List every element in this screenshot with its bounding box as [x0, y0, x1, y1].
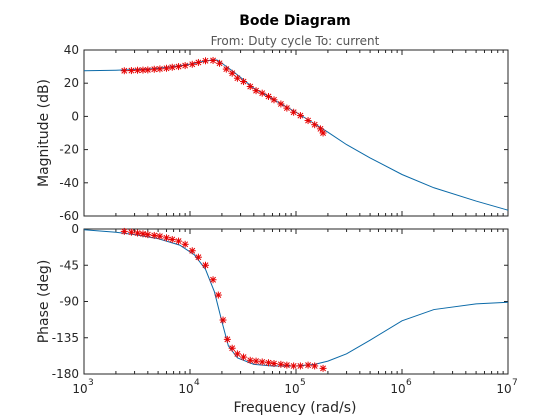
magnitude-measured-point [277, 100, 285, 108]
phase-measured-point [219, 316, 227, 324]
magnitude-measured-point [270, 96, 278, 104]
phase-measured-point [150, 231, 158, 239]
magnitude-measured-point [144, 66, 152, 74]
magnitude-measured-point [201, 57, 209, 65]
magnitude-measured-point [252, 87, 260, 95]
phase-measured-point [252, 357, 260, 365]
magnitude-measured-point [296, 112, 304, 120]
magnitude-measured-point [162, 64, 170, 72]
magnitude-panel: 40 20 0 -20 -40 -60 Magnitude (dB) [36, 43, 509, 223]
phase-measured-point [270, 360, 278, 368]
phase-ytick-label: -45 [59, 258, 79, 272]
phase-ytick-label: 0 [71, 222, 79, 236]
magnitude-measured-point [222, 65, 230, 73]
magnitude-ylabel: Magnitude (dB) [36, 79, 52, 187]
phase-ytick-label: -90 [59, 295, 79, 309]
phase-ytick-label: -135 [52, 331, 79, 345]
chart-subtitle: From: Duty cycle To: current [211, 34, 380, 48]
phase-measured-point [264, 359, 272, 367]
phase-measured-point [209, 276, 217, 284]
magnitude-measured-point [127, 67, 135, 75]
magnitude-measured-point [194, 58, 202, 66]
x-tick-label: 10 [390, 382, 405, 396]
magnitude-measured-point [120, 67, 128, 75]
x-tick-label: 10 [284, 382, 299, 396]
magnitude-measured-point [228, 69, 236, 77]
phase-measured-point [223, 335, 231, 343]
phase-measured-point [214, 291, 222, 299]
magnitude-ytick-label: -20 [59, 143, 79, 157]
phase-measured-point [246, 356, 254, 364]
magnitude-measured-point [175, 63, 183, 71]
phase-ylabel: Phase (deg) [36, 260, 52, 344]
phase-measured-point [156, 232, 164, 240]
magnitude-ytick-label: -60 [59, 209, 79, 223]
magnitude-ytick-label: 20 [64, 76, 79, 90]
magnitude-measured-point [290, 108, 298, 116]
magnitude-measured-point [240, 78, 248, 86]
magnitude-measured-point [216, 59, 224, 67]
magnitude-measured-point [188, 60, 196, 68]
x-tick-exponent: 4 [194, 378, 200, 388]
phase-measured-point [319, 364, 327, 372]
magnitude-measured-point [316, 125, 324, 133]
chart-title: Bode Diagram [239, 13, 351, 29]
phase-measured-point [233, 350, 241, 358]
magnitude-measured-point [304, 117, 312, 125]
magnitude-measured-point [209, 56, 217, 64]
phase-measured-point [258, 358, 266, 366]
phase-measured-point [304, 361, 312, 369]
phase-measured-point [311, 362, 319, 370]
magnitude-measured-point [311, 121, 319, 129]
magnitude-measured-point [283, 104, 291, 112]
phase-measured-series [120, 227, 327, 372]
phase-measured-point [175, 237, 183, 245]
phase-panel: 0 -45 -90 -135 -180 Phase (deg) [36, 222, 509, 381]
x-tick-labels: 10 3 10 4 10 5 10 6 10 7 [72, 378, 517, 396]
x-axis-label: Frequency (rad/s) [234, 400, 357, 416]
phase-measured-point [194, 253, 202, 261]
magnitude-measured-point [319, 129, 327, 137]
phase-measured-point [120, 227, 128, 235]
phase-measured-point [162, 234, 170, 242]
magnitude-axes-box [83, 49, 509, 217]
magnitude-ytick-label: -40 [59, 176, 79, 190]
magnitude-measured-point [258, 89, 266, 97]
phase-measured-point [139, 230, 147, 238]
magnitude-measured-point [181, 62, 189, 70]
x-tick-exponent: 5 [300, 378, 306, 388]
x-tick-exponent: 6 [406, 378, 412, 388]
phase-measured-point [283, 361, 291, 369]
x-tick-label: 10 [72, 382, 87, 396]
x-tick-label: 10 [496, 382, 511, 396]
x-tick-exponent: 7 [512, 378, 518, 388]
phase-measured-point [168, 235, 176, 243]
phase-measured-point [144, 231, 152, 239]
x-tick-exponent: 3 [88, 378, 94, 388]
phase-measured-point [228, 344, 236, 352]
phase-measured-point [188, 247, 196, 255]
magnitude-ytick-label: 0 [71, 109, 79, 123]
magnitude-ytick-label: 40 [64, 43, 79, 57]
magnitude-measured-point [246, 83, 254, 91]
magnitude-measured-point [264, 92, 272, 100]
phase-measured-point [127, 228, 135, 236]
phase-model-line [83, 229, 509, 367]
x-tick-label: 10 [178, 382, 193, 396]
phase-measured-point [181, 240, 189, 248]
magnitude-measured-point [156, 65, 164, 73]
magnitude-measured-point [233, 74, 241, 82]
phase-axes-box [83, 228, 509, 375]
phase-measured-point [134, 229, 142, 237]
phase-measured-point [290, 362, 298, 370]
magnitude-measured-point [168, 63, 176, 71]
phase-ytick-label: -180 [52, 367, 79, 381]
phase-measured-point [296, 362, 304, 370]
phase-measured-point [201, 261, 209, 269]
phase-measured-point [277, 360, 285, 368]
phase-measured-point [240, 353, 248, 361]
magnitude-measured-series [120, 56, 327, 137]
